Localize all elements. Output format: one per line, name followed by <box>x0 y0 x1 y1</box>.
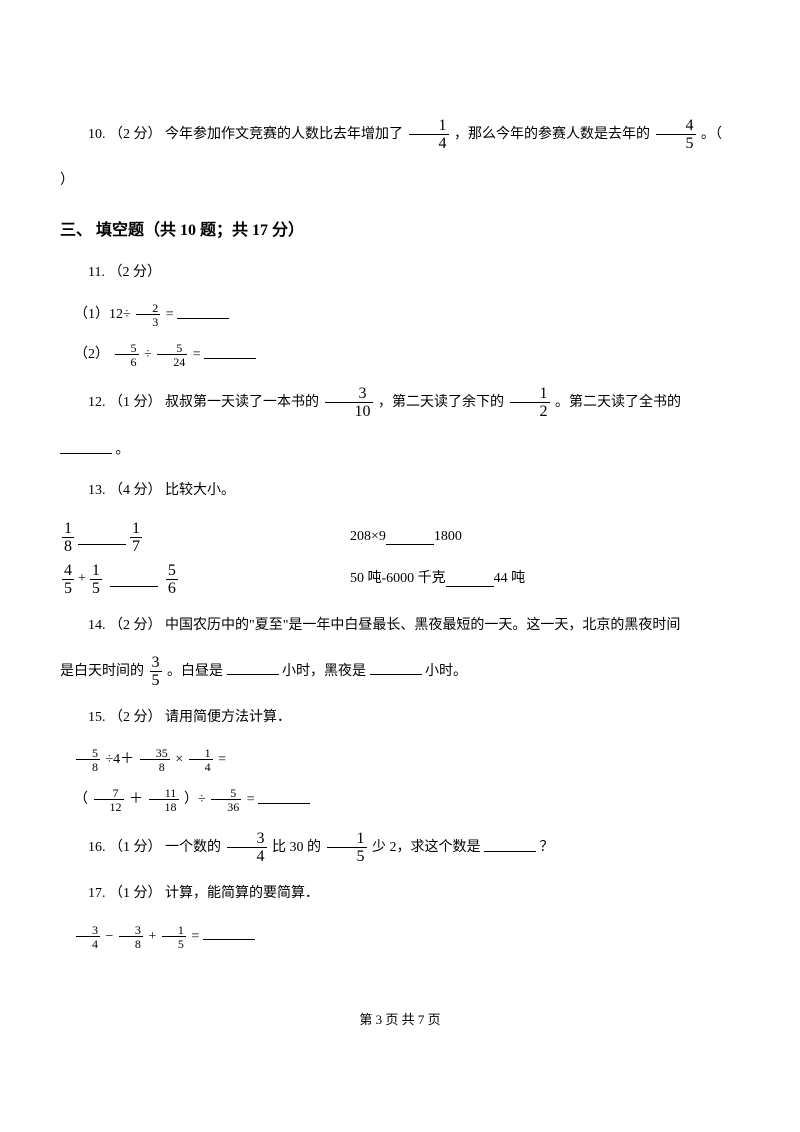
q12-f1: 3 10 <box>325 386 373 420</box>
q13-row2: 4 5 + 1 5 5 6 50 吨-6000 千克 44 吨 <box>60 563 740 597</box>
q13-r2b-blank[interactable] <box>446 572 494 587</box>
q17-fa: 3 4 <box>76 924 100 950</box>
q11-sub2-fb: 5 24 <box>157 342 187 368</box>
q16-f2: 1 5 <box>327 831 367 865</box>
q17-fb: 3 8 <box>119 924 143 950</box>
q11-sub2: （2） 5 6 ÷ 5 24 = <box>60 342 740 368</box>
q15-e1-fb: 35 8 <box>140 747 170 773</box>
q13-label: 比较大小。 <box>165 483 235 498</box>
q13-r1a-blank[interactable] <box>78 530 126 545</box>
q13-r2a-f2: 1 5 <box>90 563 102 597</box>
q11-sub1-blank[interactable] <box>177 303 229 318</box>
q16-t2: 比 30 的 <box>272 841 321 856</box>
q14-blank1[interactable] <box>227 660 279 675</box>
q13-r2b: 50 吨-6000 千克 44 吨 <box>350 568 525 590</box>
q14-pts: （2 分） <box>109 618 162 633</box>
q10-t2: ，那么今年的参赛人数是去年的 <box>454 127 650 142</box>
q17-label: 计算，能简算的要简算． <box>165 886 319 901</box>
q11-num: 11. <box>88 265 105 280</box>
q17-fc: 1 5 <box>162 924 186 950</box>
q13-r1b-blank[interactable] <box>386 530 434 545</box>
q16-blank[interactable] <box>484 836 536 851</box>
q10-t1: 今年参加作文竞赛的人数比去年增加了 <box>165 127 403 142</box>
q14-line2: 是白天时间的 3 5 。白昼是 小时，黑夜是 小时。 <box>60 655 740 689</box>
question-16: 16. （1 分） 一个数的 3 4 比 30 的 1 5 少 2，求这个数是 … <box>60 831 740 865</box>
q14-blank2[interactable] <box>370 660 422 675</box>
q16-t4: ？ <box>540 841 554 856</box>
q17-blank[interactable] <box>203 925 255 940</box>
q10-t3: 。（ <box>701 127 722 142</box>
question-14: 14. （2 分） 中国农历中的"夏至"是一年中白昼最长、黑夜最短的一天。这一天… <box>60 615 740 637</box>
q10-pts: （2 分） <box>109 127 162 142</box>
q14-t1: 中国农历中的"夏至"是一年中白昼最长、黑夜最短的一天。这一天，北京的黑夜时间 <box>165 618 680 633</box>
q10-f2: 4 5 <box>656 118 696 152</box>
q13-r1a-f1: 1 8 <box>62 521 74 555</box>
q10-num: 10. <box>88 127 106 142</box>
q17-num: 17. <box>88 886 106 901</box>
q12-num: 12. <box>88 396 106 411</box>
q11-sub2-blank[interactable] <box>204 343 256 358</box>
q13-pts: （4 分） <box>109 483 162 498</box>
q12-blank-row: 。 <box>60 438 740 462</box>
q15-e2-fa: 7 12 <box>94 787 124 813</box>
q15-e1-fa: 5 8 <box>76 747 100 773</box>
q17-expr: 3 4 − 3 8 + 1 5 = <box>60 924 740 950</box>
q15-e2-fb: 11 18 <box>149 787 179 813</box>
q11-sub1-frac: 2 3 <box>136 302 160 328</box>
section-3-title: 三、 填空题（共 10 题；共 17 分） <box>60 218 740 244</box>
question-17: 17. （1 分） 计算，能简算的要简算． <box>60 883 740 905</box>
q13-r1b: 208×9 1800 <box>350 526 462 548</box>
q15-label: 请用简便方法计算． <box>165 710 291 725</box>
q15-e2-fc: 5 36 <box>211 787 241 813</box>
question-10: 10. （2 分） 今年参加作文竞赛的人数比去年增加了 1 4 ，那么今年的参赛… <box>60 118 740 152</box>
question-11: 11. （2 分） <box>60 262 740 284</box>
q10-f1: 1 4 <box>409 118 449 152</box>
q16-f1: 3 4 <box>227 831 267 865</box>
q13-r1a: 1 8 1 7 <box>60 521 350 555</box>
q15-e2-blank[interactable] <box>258 788 310 803</box>
q12-pts: （1 分） <box>109 396 162 411</box>
question-13: 13. （4 分） 比较大小。 <box>60 480 740 502</box>
q15-expr1: 5 8 ÷4＋ 35 8 × 1 4 = <box>60 747 740 773</box>
q16-t1: 一个数的 <box>165 841 221 856</box>
q16-pts: （1 分） <box>109 841 162 856</box>
q14-f1: 3 5 <box>150 655 162 689</box>
q13-r2a-f3: 5 6 <box>166 563 178 597</box>
q13-r1a-f2: 1 7 <box>130 521 142 555</box>
q13-r2a-blank[interactable] <box>110 572 158 587</box>
page-content: 10. （2 分） 今年参加作文竞赛的人数比去年增加了 1 4 ，那么今年的参赛… <box>0 0 800 1071</box>
q15-pts: （2 分） <box>109 710 162 725</box>
q15-expr2: （ 7 12 ＋ 11 18 ）÷ 5 36 = <box>60 787 740 813</box>
q17-pts: （1 分） <box>109 886 162 901</box>
q14-num: 14. <box>88 618 106 633</box>
q12-f2: 1 2 <box>510 386 550 420</box>
question-15: 15. （2 分） 请用简便方法计算． <box>60 707 740 729</box>
page-footer: 第 3 页 共 7 页 <box>60 1010 740 1031</box>
q13-num: 13. <box>88 483 106 498</box>
q11-sub1: （1）12÷ 2 3 = <box>60 302 740 328</box>
q12-t1: 叔叔第一天读了一本书的 <box>165 396 319 411</box>
q11-pts: （2 分） <box>108 265 161 280</box>
q12-t2: ，第二天读了余下的 <box>378 396 504 411</box>
q16-t3: 少 2，求这个数是 <box>372 841 481 856</box>
q12-t3: 。第二天读了全书的 <box>555 396 681 411</box>
q12-blank[interactable] <box>60 438 112 453</box>
q10-tail: ） <box>60 170 740 192</box>
question-12: 12. （1 分） 叔叔第一天读了一本书的 3 10 ，第二天读了余下的 1 2… <box>60 386 740 420</box>
q13-row1: 1 8 1 7 208×9 1800 <box>60 521 740 555</box>
q15-e1-fc: 1 4 <box>189 747 213 773</box>
q16-num: 16. <box>88 841 106 856</box>
q13-r2a-f1: 4 5 <box>62 563 74 597</box>
q11-sub2-fa: 5 6 <box>115 342 139 368</box>
q15-num: 15. <box>88 710 106 725</box>
q13-r2a: 4 5 + 1 5 5 6 <box>60 563 350 597</box>
